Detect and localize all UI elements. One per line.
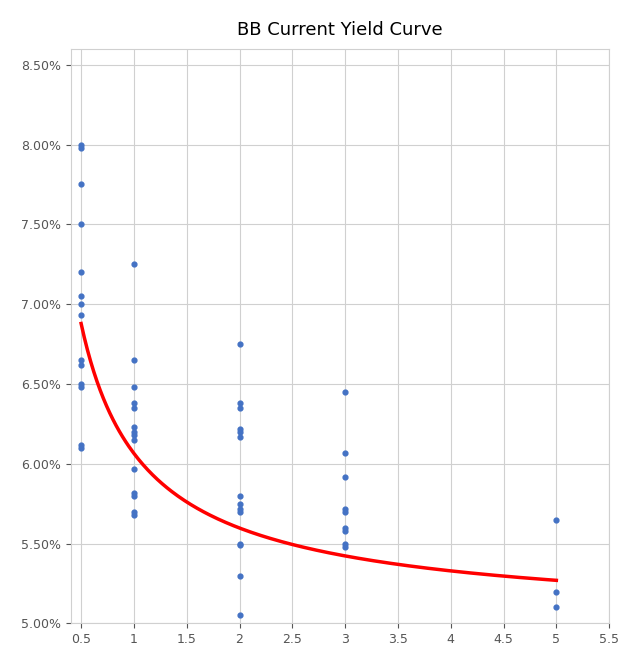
- Point: [76, 291, 86, 301]
- Point: [340, 503, 350, 514]
- Point: [76, 440, 86, 450]
- Point: [551, 514, 561, 525]
- Point: [340, 471, 350, 482]
- Point: [76, 139, 86, 150]
- Point: [129, 382, 139, 392]
- Point: [129, 259, 139, 269]
- Point: [129, 398, 139, 408]
- Point: [234, 339, 244, 350]
- Point: [76, 299, 86, 309]
- Point: [234, 432, 244, 442]
- Title: BB Current Yield Curve: BB Current Yield Curve: [237, 21, 443, 39]
- Point: [234, 506, 244, 517]
- Point: [129, 426, 139, 437]
- Point: [129, 430, 139, 440]
- Point: [551, 586, 561, 597]
- Point: [76, 142, 86, 153]
- Point: [234, 503, 244, 514]
- Point: [129, 490, 139, 501]
- Point: [76, 360, 86, 370]
- Point: [234, 570, 244, 581]
- Point: [234, 398, 244, 408]
- Point: [129, 506, 139, 517]
- Point: [340, 387, 350, 398]
- Point: [234, 426, 244, 437]
- Point: [76, 179, 86, 189]
- Point: [76, 310, 86, 321]
- Point: [340, 526, 350, 536]
- Point: [234, 424, 244, 434]
- Point: [129, 422, 139, 432]
- Point: [340, 538, 350, 549]
- Point: [340, 506, 350, 517]
- Point: [129, 464, 139, 474]
- Point: [76, 267, 86, 277]
- Point: [76, 355, 86, 366]
- Point: [129, 487, 139, 498]
- Point: [340, 448, 350, 458]
- Point: [234, 498, 244, 509]
- Point: [76, 379, 86, 390]
- Point: [234, 610, 244, 621]
- Point: [234, 490, 244, 501]
- Point: [551, 602, 561, 613]
- Point: [340, 542, 350, 552]
- Point: [76, 219, 86, 229]
- Point: [129, 403, 139, 414]
- Point: [340, 522, 350, 533]
- Point: [234, 540, 244, 550]
- Point: [76, 442, 86, 453]
- Point: [129, 355, 139, 366]
- Point: [234, 403, 244, 414]
- Point: [129, 434, 139, 445]
- Point: [129, 510, 139, 520]
- Point: [234, 538, 244, 549]
- Point: [76, 382, 86, 392]
